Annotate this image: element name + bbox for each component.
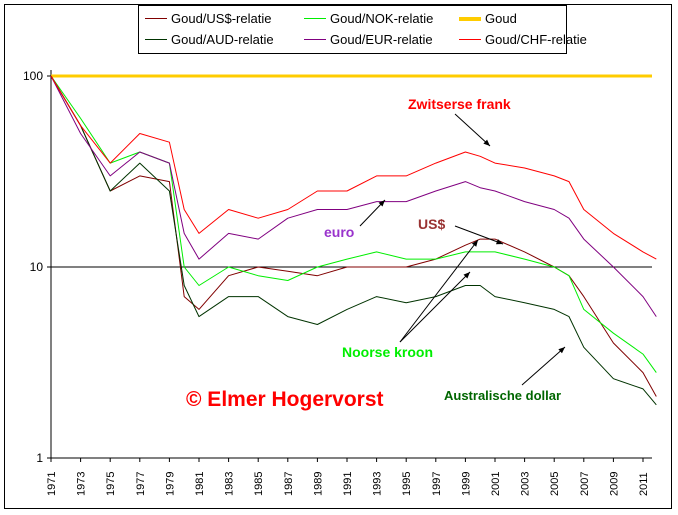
legend-swatch xyxy=(459,39,481,40)
y-tick-label: 100 xyxy=(23,69,43,83)
x-tick-label: 1985 xyxy=(253,472,265,496)
x-tick-label: 1987 xyxy=(283,472,295,496)
legend-label: Goud xyxy=(485,11,517,26)
legend-label: Goud/EUR-relatie xyxy=(330,32,433,47)
annotation-arrow xyxy=(454,225,504,245)
x-tick-label: 1981 xyxy=(194,472,206,496)
x-tick-label: 2001 xyxy=(490,472,502,496)
legend-label: Goud/AUD-relatie xyxy=(171,32,274,47)
annotation-noorse-kroon: Noorse kroon xyxy=(342,344,434,360)
series-line-goud-chf-relatie xyxy=(50,75,657,260)
legend-item: Goud/EUR-relatie xyxy=(304,32,433,47)
x-tick-label: 2005 xyxy=(549,472,561,496)
arrowhead-icon xyxy=(471,240,478,247)
arrowhead-icon xyxy=(483,139,490,146)
legend-item: Goud/US$-relatie xyxy=(145,11,271,26)
legend-item: Goud/NOK-relatie xyxy=(304,11,433,26)
legend-item: Goud xyxy=(459,11,517,26)
legend-swatch xyxy=(145,39,167,40)
legend: Goud/US$-relatie Goud/NOK-relatie Goud Goud… xyxy=(138,5,587,54)
legend-item: Goud/CHF-relatie xyxy=(459,32,587,47)
series-line-goud-aud-relatie xyxy=(50,75,657,406)
annotation-australische-dollar: Australische dollar xyxy=(444,388,562,403)
arrowhead-icon xyxy=(558,347,565,354)
arrowhead-icon xyxy=(378,200,385,207)
y-tick-label: 10 xyxy=(30,260,44,274)
legend-swatch xyxy=(459,16,481,21)
y-tick-label: 1 xyxy=(36,451,43,465)
x-tick-label: 1983 xyxy=(224,472,236,496)
x-tick-label: 1973 xyxy=(76,472,88,496)
legend-label: Goud/NOK-relatie xyxy=(330,11,434,26)
legend-label: Goud/CHF-relatie xyxy=(485,32,587,47)
x-tick-label: 1975 xyxy=(105,472,117,496)
chart-frame xyxy=(4,4,672,509)
x-tick-label: 1971 xyxy=(46,472,58,496)
x-tick-label: 2011 xyxy=(638,472,650,496)
x-tick-label: 1997 xyxy=(431,472,443,496)
annotation-arrow xyxy=(399,239,479,343)
x-tick-label: 1991 xyxy=(342,472,354,496)
x-tick-label: 1995 xyxy=(401,472,413,496)
x-tick-label: 1993 xyxy=(372,472,384,496)
x-tick-label: 2009 xyxy=(608,472,620,496)
legend-swatch xyxy=(145,18,167,19)
annotation-euro: euro xyxy=(324,224,355,240)
x-tick-label: 1979 xyxy=(164,472,176,496)
x-tick-label: 2007 xyxy=(579,472,591,496)
x-tick-label: 1989 xyxy=(312,472,324,496)
legend-label: Goud/US$-relatie xyxy=(171,11,272,26)
series-line-goud-eur-relatie xyxy=(50,75,657,317)
annotation-arrow xyxy=(399,271,471,343)
arrowhead-icon xyxy=(496,239,503,245)
x-tick-label: 2003 xyxy=(520,472,532,496)
arrowhead-icon xyxy=(463,272,470,279)
annotation-zwitserse-frank: Zwitserse frank xyxy=(408,96,511,112)
x-tick-label: 1999 xyxy=(460,472,472,496)
annotation-arrow xyxy=(521,346,566,386)
annotation-usd: US$ xyxy=(418,216,446,232)
legend-swatch xyxy=(304,39,326,40)
annotation-arrow xyxy=(454,113,491,147)
x-tick-label: 1977 xyxy=(135,472,147,496)
legend-swatch xyxy=(304,18,326,19)
legend-item: Goud/AUD-relatie xyxy=(145,32,274,47)
copyright-watermark: © Elmer Hogervorst xyxy=(186,388,384,411)
